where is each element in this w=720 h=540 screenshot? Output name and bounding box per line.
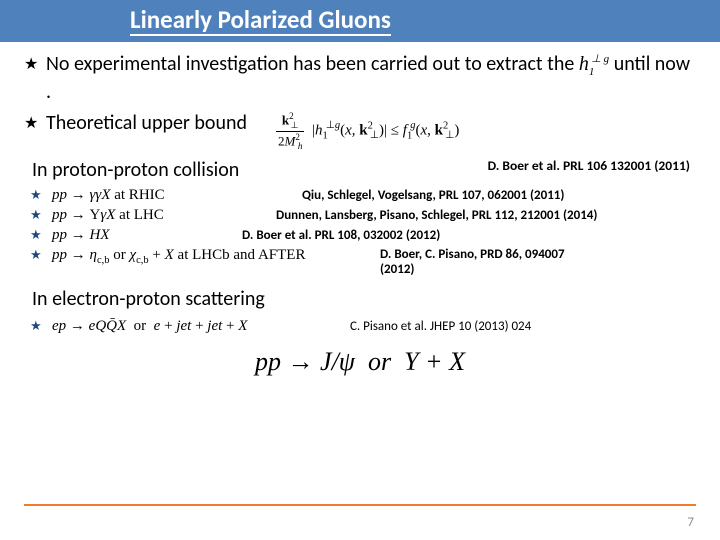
- upper-bound-equation: k2⊥2M2h |h1⊥g(x, k2⊥)| ≤ f1g(x, k2⊥): [276, 111, 696, 151]
- slide-title: Linearly Polarized Gluons: [130, 6, 391, 36]
- proc-cite: Qiu, Schlegel, Vogelsang, PRL 107, 06200…: [302, 188, 564, 203]
- ep-heading: In electron-proton scattering: [32, 287, 696, 312]
- bullet-2-text: Theoretical upper bound: [46, 111, 276, 136]
- proc-row: ★ pp → ΥγX at LHC Dunnen, Lansberg, Pisa…: [24, 207, 696, 224]
- proc-row: ★ pp → ηc,b or χc,b + X at LHCb and AFTE…: [24, 247, 696, 277]
- proc-row: ★ pp → HX D. Boer et al. PRL 108, 032002…: [24, 227, 696, 244]
- star-icon: ★: [30, 248, 52, 263]
- proc-row: ★ pp → γγX at RHIC Qiu, Schlegel, Vogels…: [24, 187, 696, 204]
- title-bar: Linearly Polarized Gluons: [0, 0, 720, 42]
- h1g-symbol: h1⊥ g: [579, 53, 609, 75]
- bound-citation: D. Boer et al. PRL 106 132001 (2011): [276, 157, 696, 174]
- ep-row: ★ ep → eQQ̄X or e + jet + jet + X C. Pis…: [24, 318, 696, 335]
- proc-math: pp → ΥγX at LHC: [52, 207, 242, 224]
- star-icon: ★: [24, 113, 46, 133]
- star-icon: ★: [30, 188, 52, 203]
- bullet-1: ★ No experimental investigation has been…: [24, 52, 696, 105]
- footer-divider: [24, 504, 696, 506]
- star-icon: ★: [30, 208, 52, 223]
- proc-cite: D. Boer et al. PRL 108, 032002 (2012): [242, 228, 440, 243]
- bullet-1-pre: No experimental investigation has been c…: [46, 52, 579, 76]
- star-icon: ★: [30, 228, 52, 243]
- proc-math: pp → γγX at RHIC: [52, 187, 242, 204]
- bullet-1-text: No experimental investigation has been c…: [46, 52, 696, 105]
- proc-math: pp → ηc,b or χc,b + X at LHCb and AFTER: [52, 247, 372, 266]
- proc-math: pp → HX: [52, 227, 182, 244]
- page-number: 7: [687, 515, 694, 530]
- content-area: ★ No experimental investigation has been…: [0, 42, 720, 377]
- ep-cite: C. Pisano et al. JHEP 10 (2013) 024: [350, 319, 531, 334]
- proc-cite: D. Boer, C. Pisano, PRD 86, 094007 (2012…: [380, 247, 580, 277]
- featured-equation: pp → J/ψ or Υ + X: [24, 347, 696, 377]
- ep-math: ep → eQQ̄X or e + jet + jet + X: [52, 318, 342, 335]
- star-icon: ★: [24, 54, 46, 74]
- proc-cite: Dunnen, Lansberg, Pisano, Schlegel, PRL …: [276, 208, 597, 223]
- star-icon: ★: [30, 319, 52, 334]
